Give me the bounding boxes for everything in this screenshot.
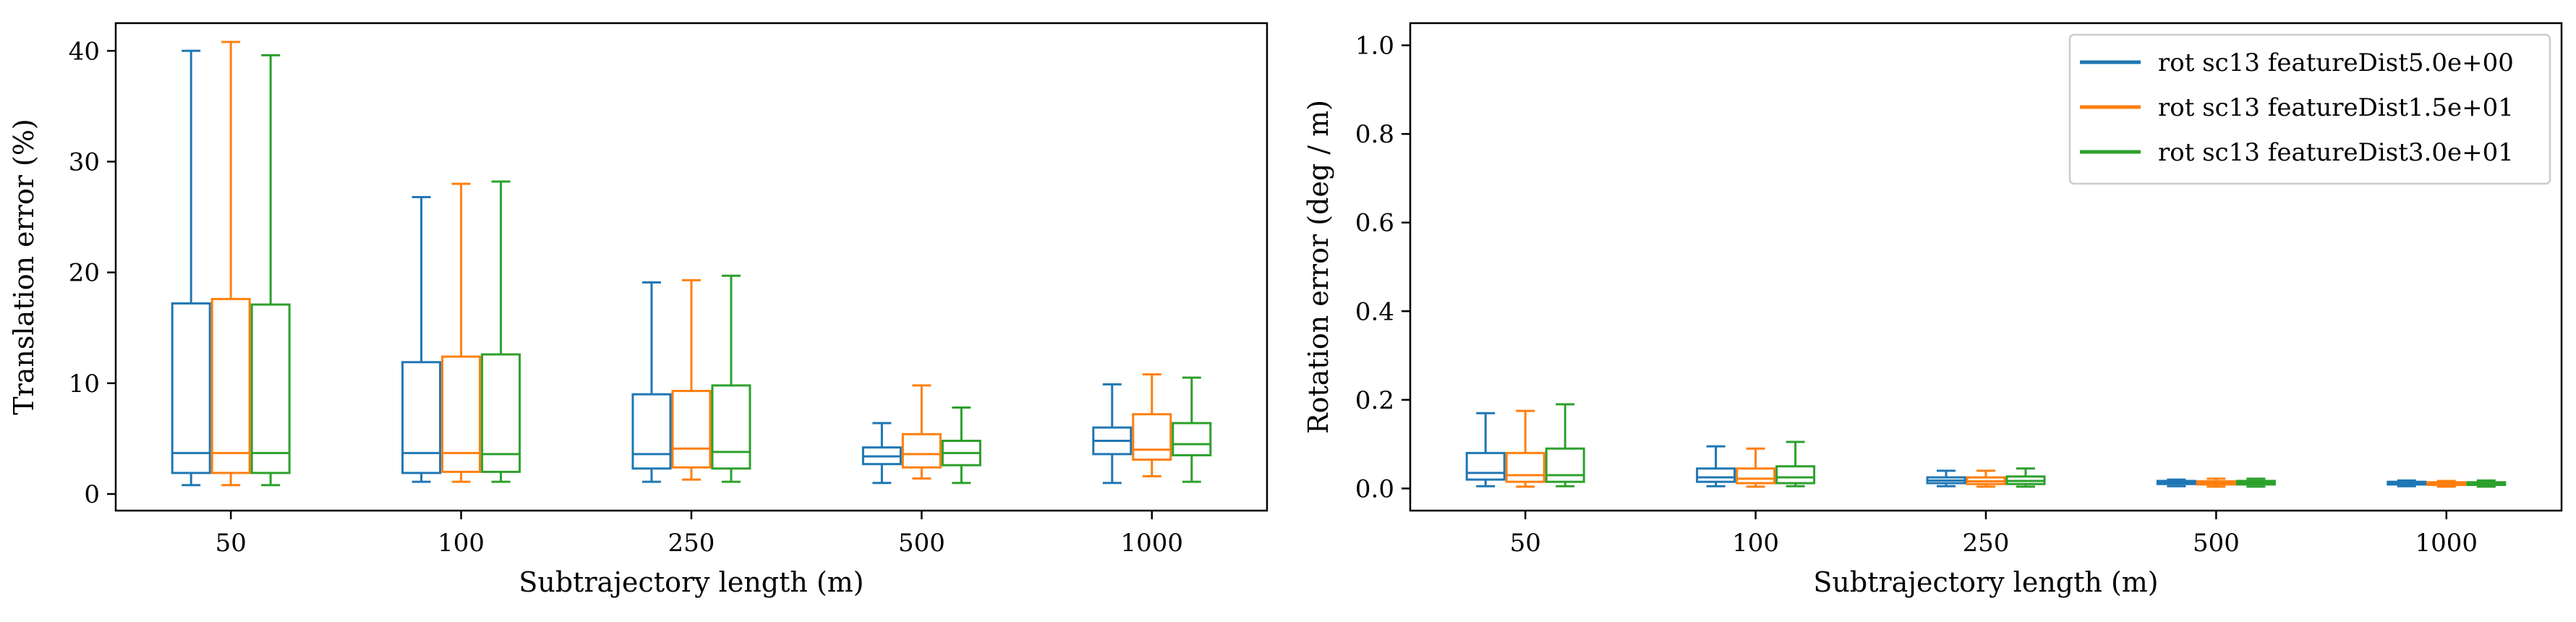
y-tick-label: 30 xyxy=(69,148,100,176)
box-50 xyxy=(250,54,291,487)
iqr-box xyxy=(250,303,291,474)
box-100 xyxy=(481,180,521,483)
y-tick-label: 10 xyxy=(69,370,100,399)
box-50 xyxy=(171,49,211,487)
iqr-box xyxy=(1696,467,1736,483)
y-tick-label: 20 xyxy=(69,259,100,288)
iqr-box xyxy=(711,384,751,470)
box-500 xyxy=(861,422,902,485)
box-250 xyxy=(1966,469,2006,488)
x-axis-label: Subtrajectory length (m) xyxy=(519,566,863,598)
box-100 xyxy=(1696,445,1736,487)
x-axis-label: Subtrajectory length (m) xyxy=(1813,566,2158,598)
series-2 xyxy=(250,54,1212,487)
iqr-box xyxy=(1132,413,1172,461)
box-1000 xyxy=(2466,479,2507,488)
box-50 xyxy=(1465,412,1506,487)
x-tick-label: 100 xyxy=(438,529,485,558)
series-0 xyxy=(171,49,1133,487)
x-tick-label: 500 xyxy=(898,529,945,558)
box-1000 xyxy=(1092,383,1133,485)
box-250 xyxy=(711,274,751,483)
box-500 xyxy=(2196,477,2236,488)
x-tick-label: 100 xyxy=(1732,529,1779,558)
iqr-box xyxy=(441,355,482,473)
series-1 xyxy=(210,41,1172,487)
box-500 xyxy=(2156,478,2196,487)
y-tick-label: 1.0 xyxy=(1355,32,1394,61)
legend-entry: rot sc13 featureDist1.5e+01 xyxy=(2158,93,2514,122)
box-100 xyxy=(1736,447,1776,488)
iqr-box xyxy=(671,390,712,469)
y-tick-label: 0.0 xyxy=(1355,474,1394,503)
box-500 xyxy=(901,384,942,480)
legend-entry: rot sc13 featureDist3.0e+01 xyxy=(2158,138,2514,167)
y-axis-label: Rotation error (deg / m) xyxy=(1302,100,1334,434)
box-1000 xyxy=(2426,480,2467,488)
x-tick-label: 1000 xyxy=(2415,529,2478,558)
y-tick-label: 0.4 xyxy=(1355,297,1394,326)
legend: rot sc13 featureDist5.0e+00 rot sc13 feat… xyxy=(2068,33,2551,185)
x-tick-label: 500 xyxy=(2193,529,2240,558)
box-500 xyxy=(941,406,981,485)
box-250 xyxy=(671,278,712,481)
iqr-box xyxy=(1465,451,1506,481)
box-100 xyxy=(1775,440,1816,487)
y-tick-label: 0 xyxy=(84,480,100,509)
iqr-box xyxy=(481,353,521,473)
rotation-error-panel: 0.0 0.2 0.4 0.6 0.8 1.0 50 100 250 500 1000 Subtraj… xyxy=(1302,22,2563,598)
iqr-box xyxy=(171,302,211,474)
translation-error-panel: 0 10 20 30 40 50 100 250 500 1000 Subtrajectory le… xyxy=(8,22,1268,598)
y-tick-label: 0.6 xyxy=(1355,209,1394,238)
x-tick-label: 50 xyxy=(1510,529,1541,558)
series-2 xyxy=(1545,403,2507,488)
x-tick-label: 250 xyxy=(668,529,715,558)
x-tick-label: 1000 xyxy=(1121,529,1184,558)
box-100 xyxy=(441,182,482,483)
box-50 xyxy=(1545,403,1585,487)
box-250 xyxy=(631,281,672,483)
y-tick-label: 0.8 xyxy=(1355,120,1394,149)
y-tick-label: 40 xyxy=(69,37,100,66)
iqr-box xyxy=(901,433,942,469)
iqr-box xyxy=(1775,465,1816,485)
box-500 xyxy=(2235,477,2276,488)
iqr-box xyxy=(631,393,672,470)
box-250 xyxy=(1926,469,1966,487)
iqr-box xyxy=(401,361,442,474)
box-100 xyxy=(401,195,442,483)
y-axis-label: Translation error (%) xyxy=(8,119,40,415)
iqr-box xyxy=(210,297,251,474)
box-50 xyxy=(1505,409,1545,488)
box-1000 xyxy=(1172,376,1212,483)
legend-entry: rot sc13 featureDist5.0e+00 xyxy=(2158,48,2514,77)
x-tick-label: 50 xyxy=(216,529,247,558)
box-1000 xyxy=(1132,373,1172,478)
iqr-box xyxy=(1505,451,1545,483)
iqr-box xyxy=(1545,447,1585,483)
series-0 xyxy=(1465,412,2427,487)
y-tick-label: 0.2 xyxy=(1355,386,1394,415)
x-tick-label: 250 xyxy=(1963,529,2010,558)
box-250 xyxy=(2005,467,2046,488)
box-1000 xyxy=(2387,479,2427,487)
iqr-box xyxy=(1172,422,1212,456)
box-50 xyxy=(210,41,251,487)
series-1 xyxy=(1505,409,2467,488)
iqr-box xyxy=(1736,467,1776,485)
legend-frame xyxy=(2068,33,2551,185)
